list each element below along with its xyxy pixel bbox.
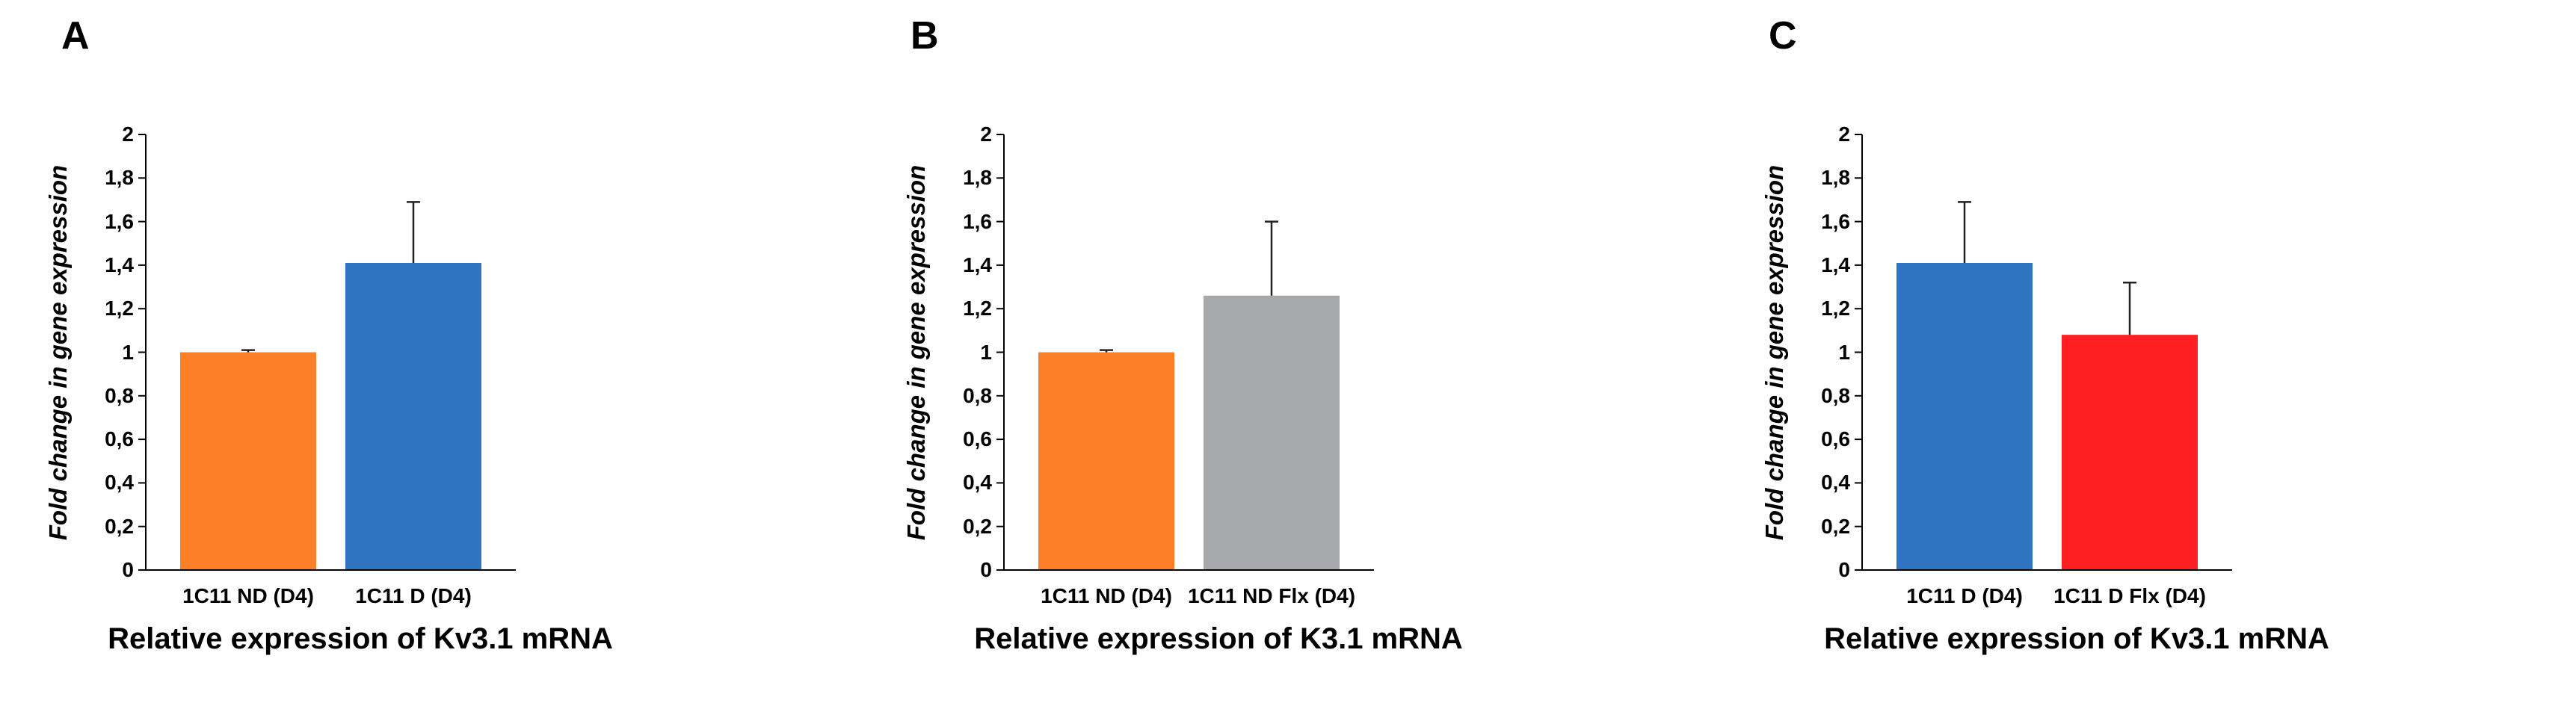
y-tick-label: 0,6 <box>1821 427 1850 451</box>
plot-area <box>996 134 1374 571</box>
y-tick-label: 1,2 <box>1821 297 1850 320</box>
y-tick-label: 1,6 <box>1821 209 1850 233</box>
y-tick-label: 0,8 <box>963 383 992 407</box>
bar-2 <box>2062 335 2198 570</box>
y-tick-label: 0,2 <box>963 514 992 538</box>
y-tick-label: 0,2 <box>105 514 134 538</box>
chart-panel-c: C 0 0,2 0,4 0,6 0,8 1 1,2 1,4 1,6 1,8 2 1C11 D (D4) 1… <box>1716 0 2575 703</box>
bar-1 <box>180 352 316 570</box>
y-axis-title: Fold change in gene expression <box>902 164 930 540</box>
chart-panel-a: A 0 0,2 0,4 0,6 0,8 1 1,2 1,4 1,6 1,8 2 1C11 ND (D4)… <box>0 0 858 703</box>
x-tick-label: 1C11 ND (D4) <box>1041 584 1172 607</box>
y-tick-label: 1,2 <box>105 297 134 320</box>
x-axis-title: Relative expression of Kv3.1 mRNA <box>108 622 613 655</box>
y-tick-label: 1,8 <box>1821 166 1850 190</box>
bar-2 <box>345 262 481 570</box>
panel-letter: C <box>1769 14 1797 58</box>
error-bar-1 <box>1958 201 1971 263</box>
chart-panel-b: B 0 0,2 0,4 0,6 0,8 1 1,2 1,4 1,6 1,8 2 1C11 ND (D4)… <box>858 0 1716 703</box>
y-tick-label: 1,4 <box>963 253 992 276</box>
y-tick-label: 0,4 <box>105 471 134 495</box>
y-tick-label: 1,2 <box>963 297 992 320</box>
y-tick-label: 0,6 <box>105 427 134 451</box>
y-tick-label: 1,6 <box>105 209 134 233</box>
y-tick-label: 1,8 <box>105 166 134 190</box>
y-axis-title: Fold change in gene expression <box>44 164 72 540</box>
error-bar-2 <box>2123 281 2136 335</box>
x-tick-label: 1C11 D (D4) <box>1906 584 2023 607</box>
y-tick-label: 0,8 <box>1821 383 1850 407</box>
error-bar-1 <box>1100 349 1113 353</box>
bar-1 <box>1038 352 1174 570</box>
x-axis-title: Relative expression of Kv3.1 mRNA <box>1824 622 2329 655</box>
bar-2 <box>1204 295 1340 570</box>
x-axis-title: Relative expression of K3.1 mRNA <box>974 622 1463 655</box>
y-tick-label: 1,4 <box>105 253 134 276</box>
x-tick-label: 1C11 ND (D4) <box>182 584 314 607</box>
y-tick-label: 0,6 <box>963 427 992 451</box>
error-bar-2 <box>1265 220 1278 296</box>
y-tick-label: 1 <box>980 340 992 364</box>
x-tick-label: 1C11 D Flx (D4) <box>2053 584 2206 607</box>
error-bar-1 <box>241 349 255 353</box>
y-tick-label: 2 <box>980 123 992 146</box>
plot-area <box>1855 134 2232 571</box>
y-tick-label: 1,6 <box>963 209 992 233</box>
y-tick-label: 2 <box>122 123 134 146</box>
y-tick-label: 1 <box>1838 340 1850 364</box>
y-tick-label: 1,8 <box>963 166 992 190</box>
y-axis-title: Fold change in gene expression <box>1760 164 1788 540</box>
error-bar-2 <box>407 201 420 263</box>
y-tick-label: 0,2 <box>1821 514 1850 538</box>
bar-1 <box>1896 262 2033 570</box>
y-tick-label: 0,4 <box>1821 471 1850 495</box>
y-tick-label: 1,4 <box>1821 253 1850 276</box>
panel-letter: B <box>910 14 939 58</box>
y-tick-label: 1 <box>122 340 134 364</box>
y-tick-label: 0,8 <box>105 383 134 407</box>
y-tick-label: 0 <box>1838 558 1850 581</box>
x-tick-label: 1C11 ND Flx (D4) <box>1187 584 1356 607</box>
y-tick-label: 0,4 <box>963 471 992 495</box>
x-tick-label: 1C11 D (D4) <box>355 584 472 607</box>
y-tick-label: 0 <box>122 558 134 581</box>
y-tick-label: 2 <box>1838 123 1850 146</box>
y-tick-label: 0 <box>980 558 992 581</box>
panel-letter: A <box>61 14 90 58</box>
plot-area <box>138 134 516 571</box>
